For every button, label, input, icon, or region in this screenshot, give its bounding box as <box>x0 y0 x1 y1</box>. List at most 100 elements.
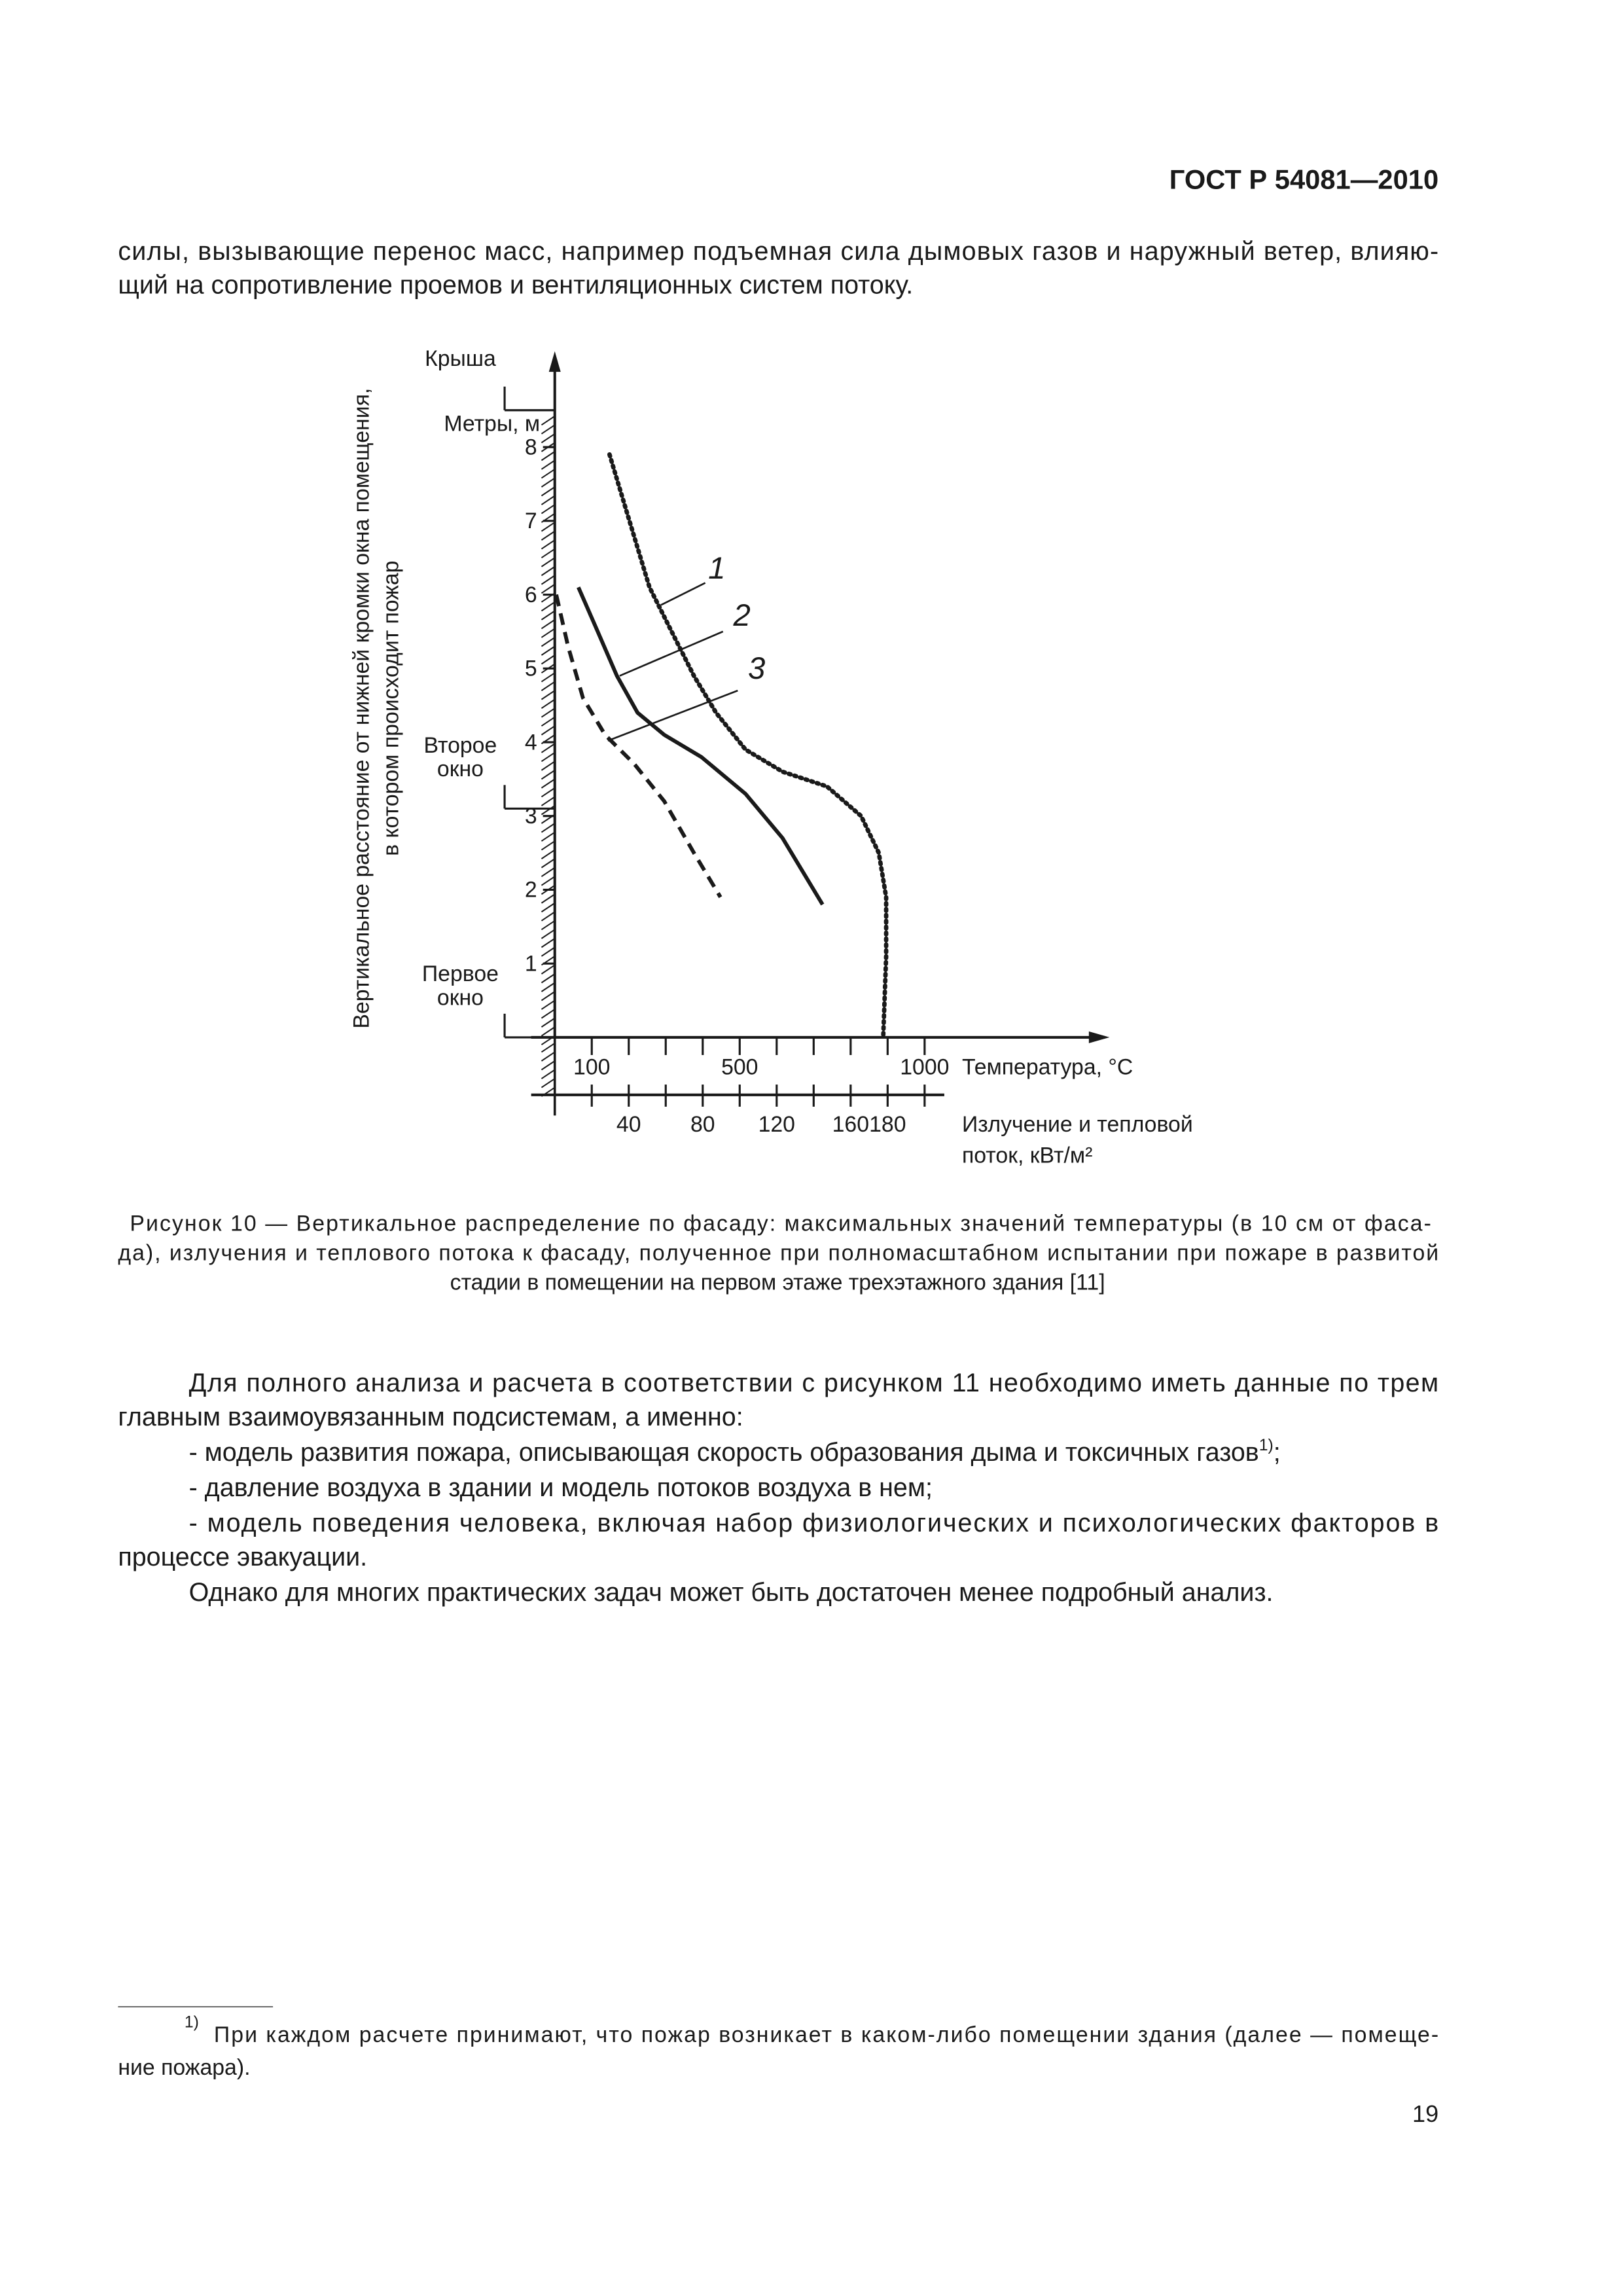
hatch <box>541 415 556 426</box>
axis-arrow <box>548 351 561 372</box>
hatch <box>541 991 556 1001</box>
x-axis-label: Температура, °C <box>962 1054 1133 1079</box>
y-tick-label: 8 <box>525 435 537 459</box>
hatch <box>541 1060 556 1071</box>
axis-arrow <box>1088 1031 1110 1043</box>
hatch <box>541 973 556 984</box>
leader-line <box>660 582 706 606</box>
hatch <box>541 964 556 975</box>
body-text: ; <box>1274 1438 1281 1467</box>
y-tick-label: 2 <box>525 878 537 903</box>
hatch <box>541 583 556 594</box>
hatch <box>541 938 556 948</box>
leader-line <box>607 689 738 742</box>
hatch <box>541 840 556 851</box>
hatch <box>541 565 556 577</box>
y-axis-label: в котором происходит пожар <box>379 561 404 856</box>
hatch <box>541 1051 556 1062</box>
hatch <box>541 1043 556 1053</box>
x-tick-label: 1000 <box>900 1054 949 1079</box>
hatch <box>541 796 556 806</box>
hatch <box>541 751 556 762</box>
hatch <box>541 637 556 647</box>
y-tick-label: 3 <box>525 804 537 829</box>
hatch <box>541 645 556 656</box>
hatch <box>541 805 556 816</box>
series-label: 2 <box>733 598 751 633</box>
hatch <box>541 469 556 479</box>
hatch <box>541 1069 556 1079</box>
hatch <box>541 770 556 780</box>
data-line <box>577 586 825 906</box>
data-line <box>607 452 889 1040</box>
header-title: ГОСТ Р 54081—2010 <box>1169 164 1438 195</box>
hatch <box>541 849 556 859</box>
hatch <box>541 548 556 559</box>
y-unit-label: Метры, м <box>444 411 540 436</box>
level-label: окно <box>437 757 484 781</box>
hatch <box>541 725 556 736</box>
caption-line: стадии в помещении на первом этаже трехэ… <box>450 1270 1105 1295</box>
hatch <box>541 619 556 630</box>
data-line <box>554 594 722 899</box>
page-number: 19 <box>1412 2100 1438 2127</box>
footnote-mark: 1) <box>185 2014 199 2032</box>
hatch <box>541 787 556 798</box>
hatch <box>541 1009 556 1019</box>
level-label: Первое <box>422 961 499 986</box>
body-text: - модель развития пожара, описывающая ск… <box>189 1438 1259 1467</box>
hatch <box>541 716 556 727</box>
hatch <box>541 867 556 878</box>
y-tick-label: 1 <box>525 951 537 976</box>
hatch <box>541 575 556 585</box>
footnote-line: При каждом расчете принимают, что пожар … <box>214 2022 1438 2047</box>
hatch <box>541 911 556 922</box>
level-label: окно <box>437 985 484 1010</box>
hatch <box>541 761 556 771</box>
hatch <box>541 778 556 789</box>
footnote-ref: 1) <box>1259 1437 1274 1454</box>
hatch <box>541 999 556 1010</box>
hatch <box>541 672 556 683</box>
hatch <box>541 698 556 709</box>
paragraph-line: щий на сопротивление проемов и вентиляци… <box>118 271 913 300</box>
hatch <box>541 655 556 665</box>
footnote-line: ние пожара). <box>118 2055 250 2080</box>
hatch <box>541 601 556 612</box>
hatch <box>541 477 556 488</box>
hatch <box>541 1017 556 1028</box>
hatch <box>541 823 556 833</box>
hatch <box>541 433 556 444</box>
x-tick-label: 100 <box>573 1054 610 1079</box>
y-tick-label: 5 <box>525 656 537 681</box>
hatch <box>541 946 556 957</box>
caption-line: да), излучения и теплового потока к фаса… <box>118 1240 1438 1265</box>
hatch <box>541 424 556 435</box>
y-tick-label: 4 <box>525 730 537 755</box>
hatch <box>541 902 556 913</box>
hatch <box>541 982 556 992</box>
hatch <box>541 459 556 470</box>
body-line: главным взаимоувязанным подсистемам, а и… <box>118 1403 743 1431</box>
hatch <box>541 539 556 550</box>
caption-line: Рисунок 10 — Вертикальное распределение … <box>130 1211 1431 1236</box>
hatch <box>541 876 556 886</box>
hatch <box>541 690 556 700</box>
hatch <box>541 1078 556 1088</box>
hatch <box>541 831 556 842</box>
hatch <box>541 530 556 541</box>
hatch <box>541 451 556 461</box>
y-axis-label: Вертикальное расстояние от нижней кромки… <box>349 388 374 1029</box>
body-line: - давление воздуха в здании и модель пот… <box>189 1473 933 1502</box>
hatch <box>541 681 556 691</box>
y-tick-label: 6 <box>525 583 537 607</box>
hatch <box>541 708 556 718</box>
series-label: 3 <box>748 651 765 686</box>
x-tick-label: 500 <box>721 1054 758 1079</box>
x2-tick-label: 180 <box>869 1112 906 1137</box>
hatch <box>541 1086 556 1097</box>
hatch <box>541 522 556 532</box>
leader-line <box>619 630 724 677</box>
hatch <box>541 920 556 931</box>
